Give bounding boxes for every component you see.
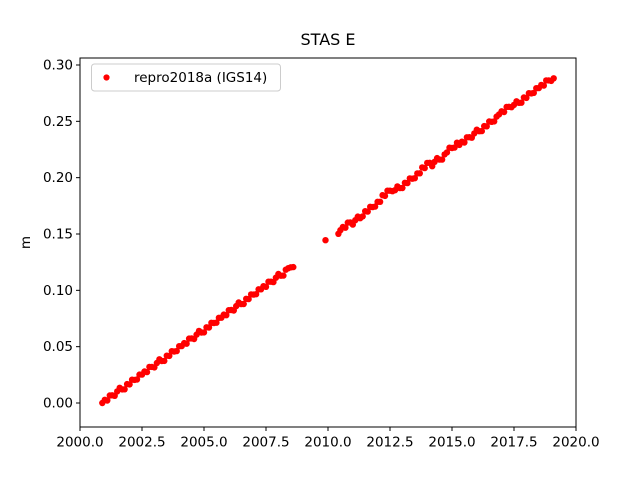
legend-box	[91, 63, 281, 92]
x-axis-ticks: 2000.0 2002.5 2005.0 2007.5 2010.0 2012.5 2015…	[56, 427, 600, 451]
y-tick-label: 0.10	[43, 283, 73, 299]
data-point	[280, 272, 287, 279]
x-tick-label: 2000.0	[56, 435, 103, 451]
data-point	[173, 347, 180, 355]
data-point	[104, 397, 111, 404]
x-tick-label: 2017.5	[490, 435, 537, 451]
data-point	[376, 198, 384, 205]
data-point	[438, 156, 446, 163]
legend: repro2018a (IGS14)	[91, 63, 281, 92]
data-point	[416, 170, 423, 177]
data-point	[451, 144, 458, 151]
data-point	[342, 224, 349, 231]
data-point	[371, 203, 379, 210]
data-point	[461, 139, 468, 146]
data-point	[530, 89, 537, 97]
data-point	[550, 75, 557, 82]
x-tick-label: 2015.0	[428, 435, 475, 451]
data-point	[411, 175, 418, 182]
y-tick-label: 0.25	[43, 114, 73, 130]
data-point	[223, 312, 230, 319]
y-axis-ticks: 0.00 0.05 0.10 0.15 0.20 0.25 0.30	[43, 57, 80, 412]
x-tick-label: 2010.0	[304, 435, 351, 451]
data-point	[540, 82, 547, 89]
x-tick-label: 2005.0	[180, 435, 227, 451]
x-tick-label: 2002.5	[118, 435, 165, 451]
x-tick-label: 2020.0	[552, 435, 599, 451]
data-point	[133, 376, 141, 383]
y-tick-label: 0.00	[43, 396, 73, 412]
data-point	[500, 108, 508, 116]
data-point	[518, 99, 525, 106]
chart-title: STAS E	[301, 30, 356, 49]
data-point	[322, 237, 329, 244]
data-point	[245, 295, 252, 303]
data-point	[443, 149, 451, 156]
data-point	[478, 127, 485, 135]
y-tick-label: 0.15	[43, 226, 73, 242]
data-point	[166, 352, 173, 360]
data-point	[126, 381, 133, 388]
data-point	[143, 368, 151, 376]
x-tick-label: 2007.5	[242, 435, 289, 451]
data-point	[213, 319, 220, 326]
data-point	[399, 184, 406, 192]
data-point	[183, 340, 190, 347]
y-axis-label: m	[18, 236, 34, 249]
data-point	[205, 324, 213, 331]
data-point	[404, 179, 411, 187]
x-tick-label: 2012.5	[366, 435, 413, 451]
data-point	[252, 291, 260, 298]
data-point	[491, 118, 498, 125]
data-point	[381, 192, 389, 200]
data-point	[290, 263, 297, 271]
data-point	[121, 386, 128, 393]
data-point	[240, 300, 247, 308]
data-point	[364, 208, 371, 215]
data-point	[262, 283, 270, 290]
y-tick-label: 0.05	[43, 339, 73, 355]
y-tick-label: 0.30	[43, 57, 73, 73]
legend-marker-dot	[103, 74, 110, 81]
scatter-points	[99, 75, 557, 407]
data-point	[523, 94, 530, 102]
data-point	[359, 213, 366, 220]
data-point	[161, 357, 168, 365]
data-point	[483, 123, 490, 130]
data-point	[421, 164, 428, 172]
data-point	[200, 329, 208, 336]
y-tick-label: 0.20	[43, 170, 73, 186]
legend-label: repro2018a (IGS14)	[134, 70, 267, 86]
